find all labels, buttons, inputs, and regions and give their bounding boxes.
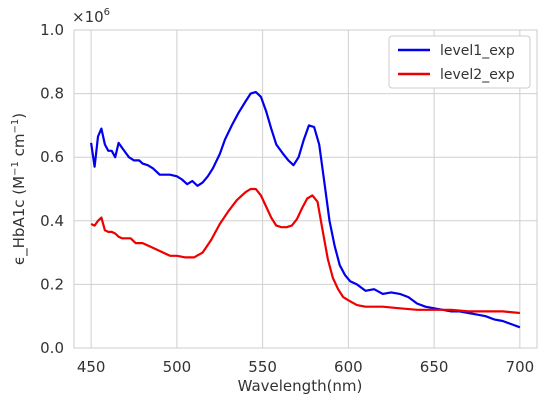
series-lines — [90, 90, 521, 329]
y-axis-label: ϵ_HbA1c (M−1 cm−1) — [10, 113, 29, 265]
x-tick-label: 450 — [77, 358, 106, 376]
series-line-level2_exp — [90, 187, 521, 315]
y-tick-label: 0.0 — [40, 339, 64, 357]
y-axis-multiplier: ×106 — [72, 7, 110, 26]
x-axis-label: Wavelength(nm) — [238, 377, 363, 395]
y-tick-label: 0.6 — [40, 148, 64, 166]
y-tick-label: 0.8 — [40, 85, 64, 103]
y-tick-label: 0.2 — [40, 275, 64, 293]
x-tick-label: 600 — [334, 358, 363, 376]
series-line-level1_exp — [90, 90, 521, 329]
axes — [73, 29, 538, 349]
plot-frame — [73, 29, 538, 349]
y-tick-label: 0.4 — [40, 212, 64, 230]
legend-label-level1: level1_exp — [440, 43, 515, 59]
x-tick-label: 550 — [248, 358, 277, 376]
legend-label-level2: level2_exp — [440, 67, 515, 83]
tick-labels: 450 500 550 600 650 700 0.0 0.2 0.4 0.6 0.8 1.0 — [40, 21, 534, 376]
x-tick-label: 650 — [420, 358, 449, 376]
y-tick-label: 1.0 — [40, 21, 64, 39]
legend: level1_exp level2_exp — [388, 35, 531, 89]
x-tick-label: 500 — [163, 358, 192, 376]
x-tick-label: 700 — [506, 358, 535, 376]
